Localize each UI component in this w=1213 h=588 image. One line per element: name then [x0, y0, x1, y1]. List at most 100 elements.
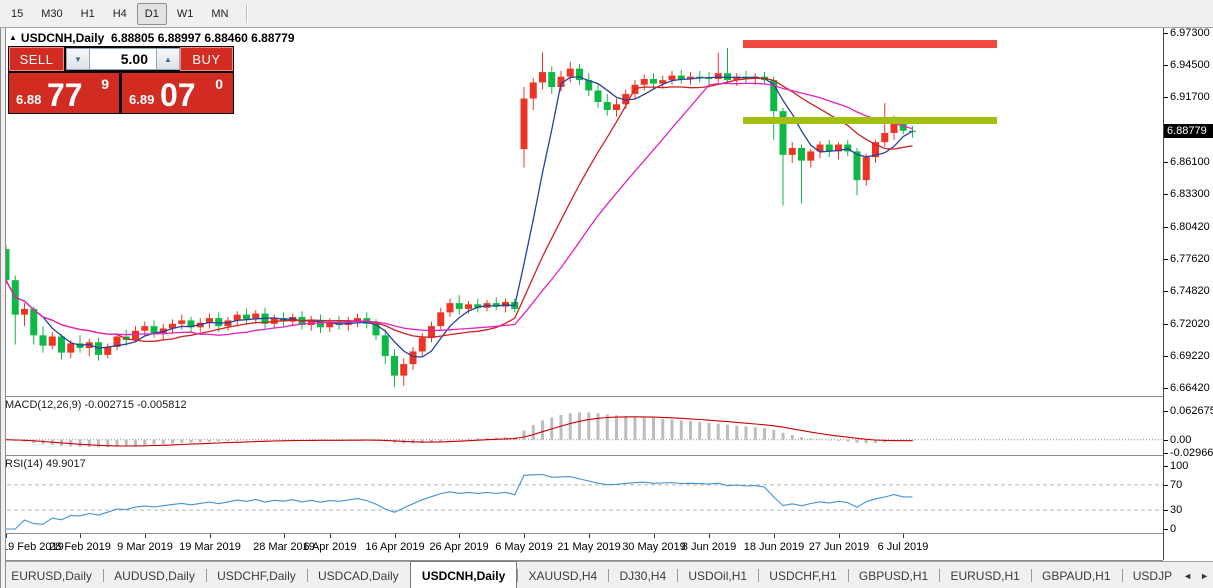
candle-body [548, 72, 556, 88]
chart-tab-eurusd-h1[interactable]: EURUSD,H1 [950, 568, 1020, 583]
timeframe-mn[interactable]: MN [211, 7, 229, 20]
candle-body [733, 76, 741, 81]
candle-body [113, 336, 121, 347]
macd-histogram-bar [189, 439, 193, 443]
chart-tab-audusd-daily[interactable]: AUDUSD,Daily [114, 568, 195, 583]
chart-tab-usdchf-h1[interactable]: USDCHF,H1 [769, 568, 837, 583]
chart-tab-usdjp[interactable]: USDJP [1132, 568, 1173, 583]
sell-price-prefix: 6.88 [16, 92, 42, 107]
candle-body [862, 157, 870, 181]
macd-histogram-bar [753, 427, 757, 440]
axis-tick [1164, 356, 1168, 357]
candle-body [788, 147, 796, 155]
candle-body [326, 322, 334, 328]
macd-histogram-bar [633, 416, 637, 440]
candle-body [39, 335, 47, 346]
candle-body [30, 308, 38, 336]
quote-close: 6.88779 [251, 31, 295, 45]
rsi-panel[interactable]: RSI(14) 49.9017 [0, 456, 1163, 534]
candle-body [622, 93, 630, 105]
macd-histogram-bar [531, 424, 535, 440]
candle-body [446, 303, 454, 313]
rsi-chart [0, 473, 1163, 530]
macd-histogram-bar [707, 422, 711, 440]
volume-input[interactable] [90, 48, 156, 70]
candle-body [724, 73, 731, 81]
candle-body [816, 144, 824, 152]
window-splitter[interactable] [0, 28, 6, 588]
candle-body [243, 314, 250, 320]
resistance-zone[interactable] [743, 40, 997, 49]
macd-signal-value: -0.005812 [137, 399, 187, 411]
macd-histogram-bar [420, 439, 424, 444]
candle-body [705, 77, 713, 80]
chart-tab-gbpusd-h1[interactable]: GBPUSD,H1 [858, 568, 929, 583]
macd-histogram-bar [596, 413, 600, 440]
tab-scroll-left-icon[interactable]: ◄ [1183, 570, 1193, 581]
date-tick [6, 534, 7, 538]
candle-body [807, 151, 815, 161]
timeframe-h4[interactable]: H4 [112, 7, 127, 20]
macd-histogram-bar [615, 415, 618, 440]
macd-histogram-bar [661, 418, 665, 440]
macd-histogram-bar [448, 439, 452, 441]
candle-body [825, 144, 833, 152]
sell-price-display[interactable]: 6.88 77 9 [9, 73, 119, 113]
timeframe-h1[interactable]: H1 [80, 7, 95, 20]
chart-tab-usdchf-daily[interactable]: USDCHF,Daily [217, 568, 296, 583]
candle-body [770, 80, 778, 112]
buy-price-prefix: 6.89 [129, 92, 155, 107]
macd-histogram-bar [818, 439, 822, 441]
macd-histogram-bar [235, 439, 239, 441]
macd-histogram-bar [855, 439, 859, 443]
buy-price-display[interactable]: 6.89 07 0 [122, 73, 233, 113]
buy-price-big-digits: 07 [160, 77, 196, 113]
timeframe-15[interactable]: 15 [11, 7, 24, 20]
timeframe-w1[interactable]: W1 [176, 7, 194, 20]
date-tick [284, 534, 285, 538]
sell-button[interactable]: SELL [9, 47, 64, 71]
macd-histogram-bar [578, 412, 581, 440]
date-label: 19 Feb 2019 [2, 541, 64, 553]
timeframe-m30[interactable]: M30 [41, 7, 63, 20]
tab-scroll-right-icon[interactable]: ► [1200, 570, 1209, 581]
timeframe-button-group: 15 M30 H1 H4 D1 W1 MN [0, 2, 237, 25]
date-label: 21 May 2019 [557, 541, 621, 553]
chart-tab-usdcad-daily[interactable]: USDCAD,Daily [318, 568, 399, 583]
axis-tick [1164, 97, 1168, 98]
candle-body [354, 318, 361, 322]
chart-tab-usdoil-h1[interactable]: USDOil,H1 [688, 568, 748, 583]
volume-increase-button[interactable]: ▲ [156, 48, 180, 70]
candle-body [233, 314, 241, 321]
macd-histogram-bar [735, 425, 739, 440]
candle-body [881, 133, 889, 143]
macd-histogram-bar [494, 437, 498, 440]
macd-panel[interactable]: MACD(12,26,9) -0.002715 -0.005812 [0, 397, 1163, 456]
date-label: 28 Feb 2019 [49, 541, 111, 553]
candle-body [67, 343, 75, 353]
macd-histogram-bar [772, 429, 776, 440]
chart-tab-usdcnh-daily[interactable]: USDCNH,Daily [409, 561, 518, 588]
buy-button[interactable]: BUY [180, 47, 233, 71]
axis-tick [1164, 259, 1168, 260]
price-axis[interactable]: 6.97300 6.94500 6.91700 6.86100 6.83300 6.804… [1163, 27, 1213, 560]
price-axis-label: 6.77620 [1170, 253, 1210, 265]
candle-body [659, 80, 667, 84]
chart-tab-dj30-h4[interactable]: DJ30,H4 [619, 568, 667, 583]
candle-body [687, 76, 694, 79]
macd-histogram-bar [171, 439, 174, 444]
volume-decrease-button[interactable]: ▼ [66, 48, 90, 70]
candle-body [21, 308, 28, 315]
macd-histogram-bar [467, 438, 470, 440]
chart-tab-gbpaud-h1[interactable]: GBPAUD,H1 [1042, 568, 1111, 583]
candlestick-chart [2, 40, 997, 388]
date-tick [903, 534, 904, 538]
support-line[interactable] [743, 116, 997, 124]
chart-tab-eurusd-daily[interactable]: EURUSD,Daily [11, 568, 92, 583]
timeframe-d1[interactable]: D1 [136, 2, 167, 25]
candle-body [613, 104, 620, 111]
macd-histogram-bar [485, 437, 489, 440]
date-axis[interactable]: 19 Feb 2019 28 Feb 2019 9 Mar 2019 19 Mar 2… [0, 534, 1163, 561]
macd-histogram-bar [716, 423, 720, 440]
chart-tab-xauusd-h4[interactable]: XAUUSD,H4 [528, 568, 598, 583]
